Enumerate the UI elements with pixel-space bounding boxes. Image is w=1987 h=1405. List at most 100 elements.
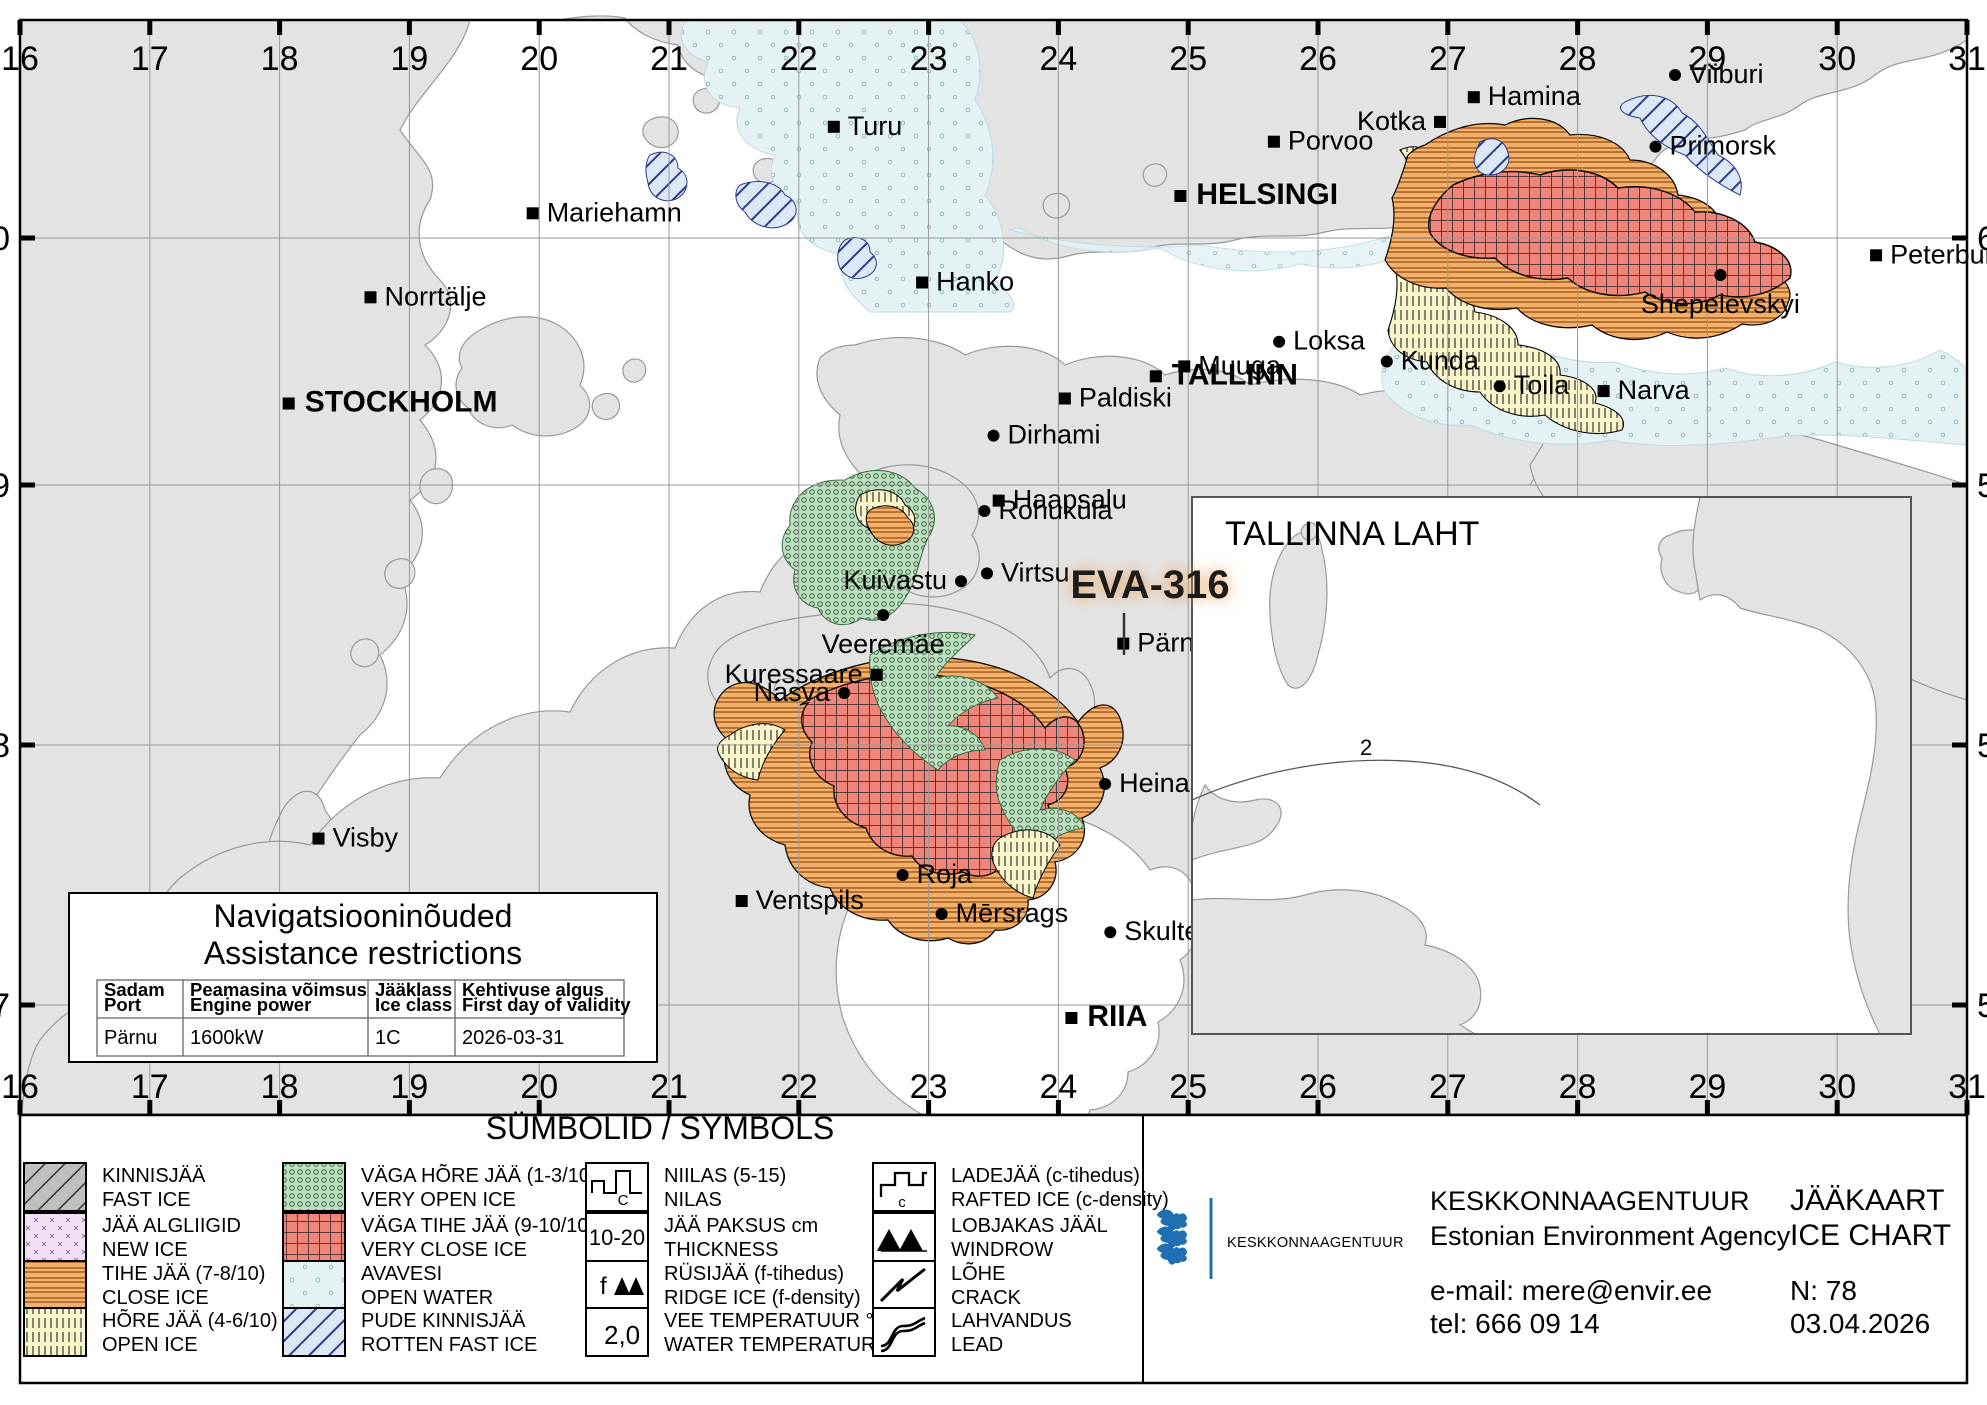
svg-text:17: 17: [131, 40, 169, 78]
svg-text:24: 24: [1039, 40, 1077, 78]
svg-text:Visby: Visby: [333, 823, 399, 853]
svg-text:1600kW: 1600kW: [190, 1027, 263, 1049]
svg-text:59: 59: [1977, 467, 1987, 505]
svg-text:58: 58: [1977, 727, 1987, 765]
svg-text:Rohuküla: Rohuküla: [998, 495, 1113, 525]
svg-text:Kuivastu: Kuivastu: [843, 565, 947, 595]
svg-text:1C: 1C: [375, 1027, 401, 1049]
svg-text:22: 22: [780, 40, 818, 78]
svg-text:First day of validity: First day of validity: [462, 994, 631, 1015]
svg-text:28: 28: [1559, 40, 1597, 78]
svg-text:OPEN ICE: OPEN ICE: [102, 1334, 198, 1356]
svg-text:Skulte: Skulte: [1124, 916, 1199, 946]
svg-text:27: 27: [1429, 1068, 1467, 1106]
svg-text:18: 18: [261, 1068, 299, 1106]
svg-text:HELSINGI: HELSINGI: [1196, 178, 1338, 211]
svg-text:LÕHE: LÕHE: [951, 1261, 1005, 1285]
svg-text:e-mail: mere@envir.ee: e-mail: mere@envir.ee: [1430, 1275, 1712, 1306]
svg-text:c: c: [898, 1194, 906, 1211]
svg-text:03.04.2026: 03.04.2026: [1790, 1308, 1930, 1339]
svg-text:WINDROW: WINDROW: [951, 1239, 1053, 1261]
svg-text:LOBJAKAS JÄÄL: LOBJAKAS JÄÄL: [951, 1215, 1108, 1237]
svg-text:Kunda: Kunda: [1401, 346, 1480, 376]
svg-text:WATER TEMPERATURE: WATER TEMPERATURE: [664, 1334, 889, 1356]
svg-text:NILAS: NILAS: [664, 1189, 722, 1211]
svg-text:NIILAS (5-15): NIILAS (5-15): [664, 1165, 786, 1187]
svg-text:RÜSIJÄÄ (f-tihedus): RÜSIJÄÄ (f-tihedus): [664, 1263, 844, 1285]
svg-text:PUDE KINNISJÄÄ: PUDE KINNISJÄÄ: [361, 1310, 526, 1332]
svg-text:VERY CLOSE ICE: VERY CLOSE ICE: [361, 1239, 527, 1261]
svg-text:23: 23: [910, 1068, 948, 1106]
svg-text:TIHE JÄÄ (7-8/10): TIHE JÄÄ (7-8/10): [102, 1263, 265, 1285]
svg-text:Pärnu: Pärnu: [104, 1027, 157, 1049]
svg-text:Estonian Environment Agency: Estonian Environment Agency: [1430, 1221, 1791, 1251]
svg-text:26: 26: [1299, 40, 1337, 78]
svg-text:VERY OPEN ICE: VERY OPEN ICE: [361, 1189, 516, 1211]
svg-text:Virtsu: Virtsu: [1001, 557, 1070, 587]
svg-text:30: 30: [1818, 1068, 1856, 1106]
svg-text:57: 57: [0, 987, 10, 1025]
svg-text:CRACK: CRACK: [951, 1287, 1022, 1309]
svg-text:Nasva: Nasva: [754, 677, 832, 707]
svg-text:Roja: Roja: [917, 859, 974, 889]
svg-text:19: 19: [390, 1068, 428, 1106]
svg-text:27: 27: [1429, 40, 1467, 78]
svg-text:Mariehamn: Mariehamn: [547, 197, 682, 227]
svg-text:25: 25: [1169, 40, 1207, 78]
svg-text:CLOSE ICE: CLOSE ICE: [102, 1287, 209, 1309]
svg-text:RIDGE ICE (f-density): RIDGE ICE (f-density): [664, 1287, 861, 1309]
svg-text:f: f: [600, 1273, 607, 1300]
svg-text:JÄÄ ALGLIIGID: JÄÄ ALGLIIGID: [102, 1215, 241, 1237]
svg-text:KESKKONNAAGENTUUR: KESKKONNAAGENTUUR: [1227, 1235, 1404, 1251]
svg-text:26: 26: [1299, 1068, 1337, 1106]
svg-text:Port: Port: [104, 994, 141, 1015]
svg-text:LADEJÄÄ (c-tihedus): LADEJÄÄ (c-tihedus): [951, 1165, 1140, 1187]
svg-text:Veeremäe: Veeremäe: [822, 629, 945, 659]
svg-text:VÄGA HÕRE JÄÄ (1-3/10): VÄGA HÕRE JÄÄ (1-3/10): [361, 1163, 597, 1187]
svg-text:HÕRE JÄÄ (4-6/10): HÕRE JÄÄ (4-6/10): [102, 1308, 278, 1332]
svg-text:20: 20: [520, 40, 558, 78]
svg-text:Kotka: Kotka: [1357, 106, 1427, 136]
svg-text:23: 23: [910, 40, 948, 78]
svg-text:24: 24: [1039, 1068, 1077, 1106]
svg-text:KESKKONNAAGENTUUR: KESKKONNAAGENTUUR: [1430, 1186, 1750, 1216]
svg-text:FAST ICE: FAST ICE: [102, 1189, 191, 1211]
svg-text:Ice class: Ice class: [375, 994, 452, 1015]
svg-text:Peterburi: Peterburi: [1890, 239, 1987, 269]
svg-text:C: C: [618, 1192, 629, 1209]
svg-text:TALLINNA LAHT: TALLINNA LAHT: [1225, 515, 1479, 553]
svg-text:LAHVANDUS: LAHVANDUS: [951, 1310, 1072, 1332]
svg-text:Paldiski: Paldiski: [1079, 383, 1172, 413]
svg-text:Engine power: Engine power: [190, 994, 311, 1015]
svg-text:22: 22: [780, 1068, 818, 1106]
svg-text:NEW ICE: NEW ICE: [102, 1239, 188, 1261]
svg-text:N: 78: N: 78: [1790, 1275, 1857, 1306]
svg-text:AVAVESI: AVAVESI: [361, 1263, 442, 1285]
svg-text:19: 19: [390, 40, 428, 78]
svg-text:Viiburi: Viiburi: [1689, 59, 1764, 89]
svg-text:10-20: 10-20: [589, 1225, 645, 1250]
svg-text:tel: 666 09 14: tel: 666 09 14: [1430, 1308, 1600, 1339]
svg-text:SÜMBOLID / SYMBOLS: SÜMBOLID / SYMBOLS: [486, 1110, 835, 1146]
svg-text:Navigatsiooninõuded: Navigatsiooninõuded: [214, 898, 513, 934]
svg-text:RIIA: RIIA: [1087, 1000, 1147, 1033]
svg-text:28: 28: [1559, 1068, 1597, 1106]
svg-text:17: 17: [131, 1068, 169, 1106]
svg-text:Mērsrags: Mērsrags: [956, 898, 1069, 928]
svg-text:VEE TEMPERATUUR °C: VEE TEMPERATUUR °C: [664, 1310, 888, 1332]
svg-text:Toila: Toila: [1514, 370, 1571, 400]
svg-text:OPEN WATER: OPEN WATER: [361, 1287, 493, 1309]
svg-text:KINNISJÄÄ: KINNISJÄÄ: [102, 1165, 206, 1187]
svg-text:18: 18: [261, 40, 299, 78]
svg-text:57: 57: [1977, 987, 1987, 1025]
svg-text:2026-03-31: 2026-03-31: [462, 1027, 564, 1049]
svg-text:21: 21: [650, 1068, 688, 1106]
svg-text:Primorsk: Primorsk: [1670, 131, 1777, 161]
svg-text:Hamina: Hamina: [1488, 81, 1582, 111]
svg-text:58: 58: [0, 727, 10, 765]
svg-text:Muuga: Muuga: [1198, 350, 1282, 380]
svg-text:ROTTEN FAST ICE: ROTTEN FAST ICE: [361, 1334, 537, 1356]
svg-text:LEAD: LEAD: [951, 1334, 1003, 1356]
svg-text:Norrtälje: Norrtälje: [385, 281, 487, 311]
svg-text:Narva: Narva: [1618, 375, 1691, 405]
